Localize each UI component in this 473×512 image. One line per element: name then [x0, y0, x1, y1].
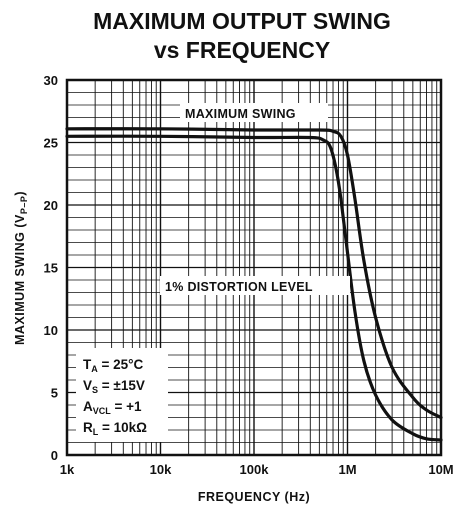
x-tick-label: 1k	[60, 462, 75, 477]
y-tick-label: 5	[51, 386, 58, 401]
conditions-box-bg	[76, 348, 168, 442]
annotation-distortion: 1% DISTORTION LEVEL	[165, 280, 313, 294]
y-tick-label: 25	[44, 136, 58, 151]
condition-line: TA = 25°C	[83, 357, 144, 374]
annotation-distortion-bg	[160, 276, 350, 295]
y-tick-label: 30	[44, 73, 58, 88]
tick-labels: 1k 10k 100k 1M 10M 0 5 10 15 20 25 30	[44, 73, 454, 477]
x-axis-label: FREQUENCY (Hz)	[198, 490, 310, 504]
y-axis-label: MAXIMUM SWING (VP–P)	[13, 191, 29, 345]
condition-subscript: VCL	[93, 406, 112, 416]
plot-frame	[65, 78, 443, 457]
x-tick-label: 100k	[240, 462, 270, 477]
annotation-max-swing-bg	[180, 103, 328, 122]
y-tick-label: 20	[44, 198, 58, 213]
condition-value: = ±15V	[98, 378, 145, 393]
y-tick-label: 10	[44, 323, 58, 338]
condition-symbol: A	[83, 399, 93, 414]
condition-symbol: T	[83, 357, 92, 372]
condition-symbol: V	[83, 378, 92, 393]
chart-title-line2: vs FREQUENCY	[154, 37, 330, 63]
y-axis-label-sub: P–P	[19, 196, 29, 215]
condition-subscript: L	[93, 427, 99, 437]
y-tick-label: 0	[51, 448, 58, 463]
condition-value: = 10kΩ	[98, 420, 147, 435]
y-tick-label: 15	[44, 261, 58, 276]
curves	[65, 127, 443, 442]
condition-value: = +1	[111, 399, 142, 414]
annotation-max-swing: MAXIMUM SWING	[185, 107, 296, 121]
series-line	[65, 127, 443, 420]
condition-line: VS = ±15V	[83, 378, 145, 395]
condition-symbol: R	[83, 420, 93, 435]
condition-line: RL = 10kΩ	[83, 420, 147, 437]
condition-subscript: S	[92, 385, 98, 395]
x-tick-label: 10M	[428, 462, 453, 477]
x-tick-label: 10k	[150, 462, 172, 477]
condition-subscript: A	[91, 364, 98, 374]
y-axis-label-close: )	[13, 191, 27, 196]
series-line	[65, 134, 443, 442]
y-axis-label-main: MAXIMUM SWING (V	[13, 214, 27, 345]
condition-line: AVCL = +1	[83, 399, 142, 416]
condition-value: = 25°C	[98, 357, 144, 372]
x-tick-label: 1M	[338, 462, 356, 477]
chart-title-line1: MAXIMUM OUTPUT SWING	[93, 8, 391, 34]
